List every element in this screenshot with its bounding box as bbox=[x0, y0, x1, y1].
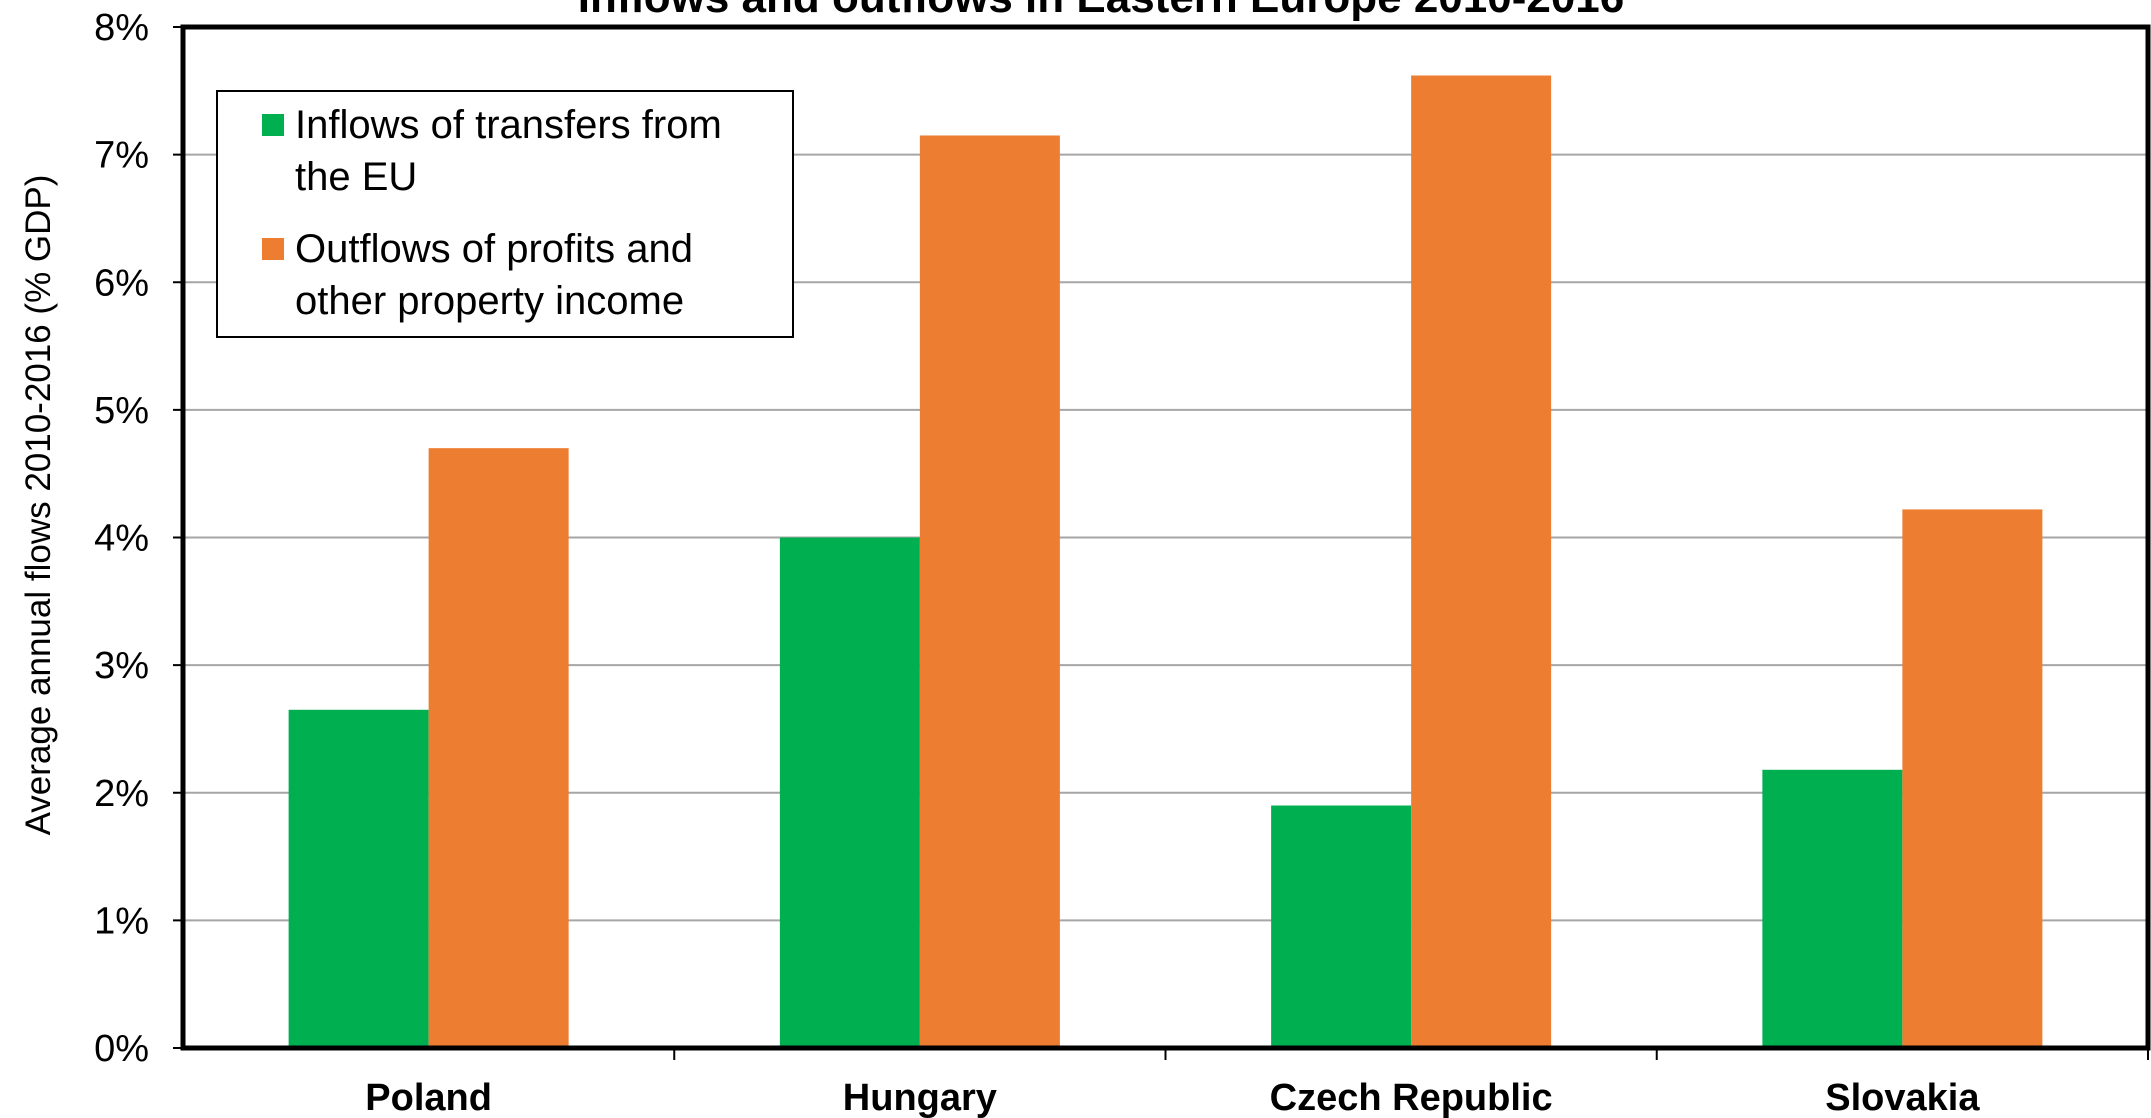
y-tick-label: 6% bbox=[94, 262, 149, 304]
legend: Inflows of transfers from the EU Outflows … bbox=[216, 90, 794, 338]
x-category-label: Czech Republic bbox=[1270, 1077, 1553, 1118]
legend-box bbox=[216, 90, 794, 338]
y-tick-label: 2% bbox=[94, 773, 149, 815]
y-tick-label: 1% bbox=[94, 900, 149, 942]
bar bbox=[1411, 75, 1552, 1048]
bar bbox=[428, 448, 569, 1049]
bar bbox=[288, 709, 429, 1048]
legend-label: Inflows of transfers from bbox=[295, 103, 722, 147]
bar bbox=[779, 537, 920, 1048]
y-tick-label: 0% bbox=[94, 1028, 149, 1070]
x-category-label: Slovakia bbox=[1825, 1077, 1980, 1118]
bar bbox=[1271, 805, 1412, 1048]
y-tick-label: 3% bbox=[94, 645, 149, 687]
legend-swatch bbox=[262, 114, 284, 136]
legend-swatch bbox=[262, 238, 284, 260]
y-axis-label: Average annual flows 2010-2016 (% GDP) bbox=[19, 175, 58, 836]
x-category-label: Poland bbox=[365, 1077, 492, 1118]
x-category-label: Hungary bbox=[843, 1077, 997, 1118]
y-tick-label: 5% bbox=[94, 390, 149, 432]
legend-label: other property income bbox=[295, 279, 684, 323]
y-tick-label: 7% bbox=[94, 135, 149, 177]
bar bbox=[1762, 769, 1903, 1048]
y-tick-label: 8% bbox=[94, 7, 149, 49]
bars bbox=[288, 75, 2043, 1049]
bar bbox=[1902, 509, 2043, 1048]
bar bbox=[919, 135, 1060, 1048]
legend-label: the EU bbox=[295, 155, 417, 199]
axes: 0% 1% 2% 3% 4% 5% 6% 7% 8% Poland Hungary Czech Rep… bbox=[94, 7, 2151, 1118]
chart-title: Inflows and outflows in Eastern Europe 2… bbox=[578, 0, 1624, 22]
plot-area-border bbox=[180, 24, 2151, 1051]
legend-label: Outflows of profits and bbox=[295, 227, 693, 271]
y-tick-label: 4% bbox=[94, 518, 149, 560]
